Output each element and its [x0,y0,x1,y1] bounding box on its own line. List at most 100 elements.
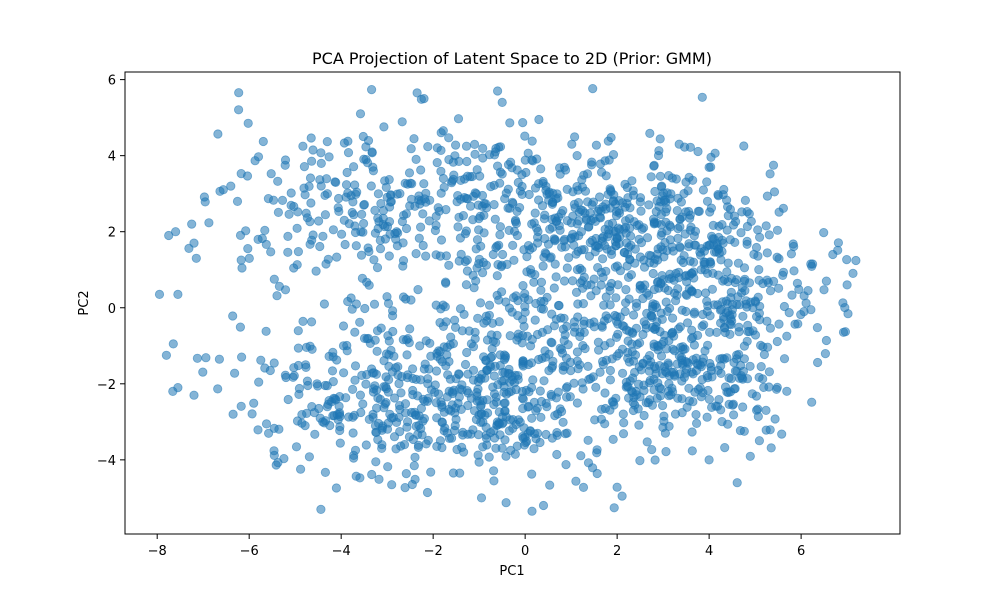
scatter-point [494,295,504,305]
scatter-point [388,326,398,337]
scatter-point [560,242,570,252]
scatter-point [445,374,455,384]
scatter-point [380,234,390,244]
scatter-point [356,407,366,418]
scatter-point [601,171,611,181]
scatter-point [234,105,244,115]
scatter-point [704,394,715,404]
scatter-point [786,249,797,259]
scatter-point [423,435,433,445]
scatter-point [161,350,171,360]
scatter-point [479,228,489,238]
scatter-point [742,236,752,246]
scatter-point [631,302,642,312]
scatter-point [397,216,407,227]
scatter-point [395,189,405,199]
scatter-point [684,172,694,182]
scatter-point [605,285,615,296]
scatter-point [435,346,445,357]
scatter-point [650,186,660,197]
scatter-point [539,376,549,386]
scatter-point [406,194,417,204]
scatter-point [683,186,693,196]
scatter-point [449,315,460,325]
y-tick-label: 4 [108,150,116,165]
scatter-point [730,366,741,376]
scatter-point [458,211,468,221]
scatter-point [606,132,616,143]
scatter-point [567,276,578,286]
scatter-point [821,276,832,286]
scatter-point [578,298,589,309]
scatter-point [648,268,658,279]
scatter-point [519,293,530,303]
scatter-point [600,403,611,414]
scatter-point [728,410,739,420]
scatter-point [284,209,294,219]
scatter-point [389,393,400,403]
scatter-point [492,86,503,96]
scatter-point [524,189,534,200]
scatter-point [523,402,533,412]
scatter-point [305,173,316,183]
scatter-point [713,191,724,201]
scatter-point [512,335,522,345]
scatter-point [416,423,426,434]
scatter-point [727,400,738,410]
scatter-point [371,457,381,467]
scatter-point [635,281,645,291]
scatter-point [573,312,583,322]
scatter-point [389,432,400,442]
scatter-point [787,290,797,300]
scatter-point [703,385,713,396]
scatter-point [705,311,715,321]
scatter-point [254,377,264,387]
scatter-point [280,155,291,165]
scatter-point [796,309,806,320]
scatter-point [651,302,662,313]
scatter-point [553,387,563,397]
scatter-point [305,217,315,227]
scatter-point [298,141,308,151]
scatter-point [463,369,473,379]
scatter-point [286,188,296,198]
scatter-point [441,317,451,327]
scatter-point [630,350,641,360]
scatter-point [740,195,751,205]
scatter-point [754,308,765,318]
scatter-point [771,384,782,394]
scatter-point [408,434,418,445]
scatter-point [597,356,608,367]
scatter-point [450,140,461,150]
scatter-point [585,318,595,328]
scatter-point [361,440,371,450]
scatter-point [539,214,550,224]
scatter-point [550,259,560,269]
scatter-point [732,478,742,488]
scatter-point [441,278,451,288]
scatter-point [657,181,667,191]
scatter-point [439,407,449,417]
scatter-point [675,242,685,252]
scatter-point [441,205,451,215]
scatter-point [491,337,501,347]
scatter-point [527,469,537,479]
scatter-point [833,238,844,248]
scatter-point [628,310,639,320]
scatter-point [842,280,852,290]
scatter-point [541,398,551,408]
scatter-point [324,395,334,406]
scatter-point [702,412,712,422]
scatter-point [367,148,377,158]
scatter-point [708,268,718,278]
scatter-point [376,323,386,333]
scatter-point [576,451,586,461]
scatter-point [283,394,293,405]
scatter-point [676,197,687,207]
scatter-point [454,369,464,379]
scatter-point [432,441,442,451]
scatter-point [621,325,632,335]
scatter-point [636,206,646,216]
